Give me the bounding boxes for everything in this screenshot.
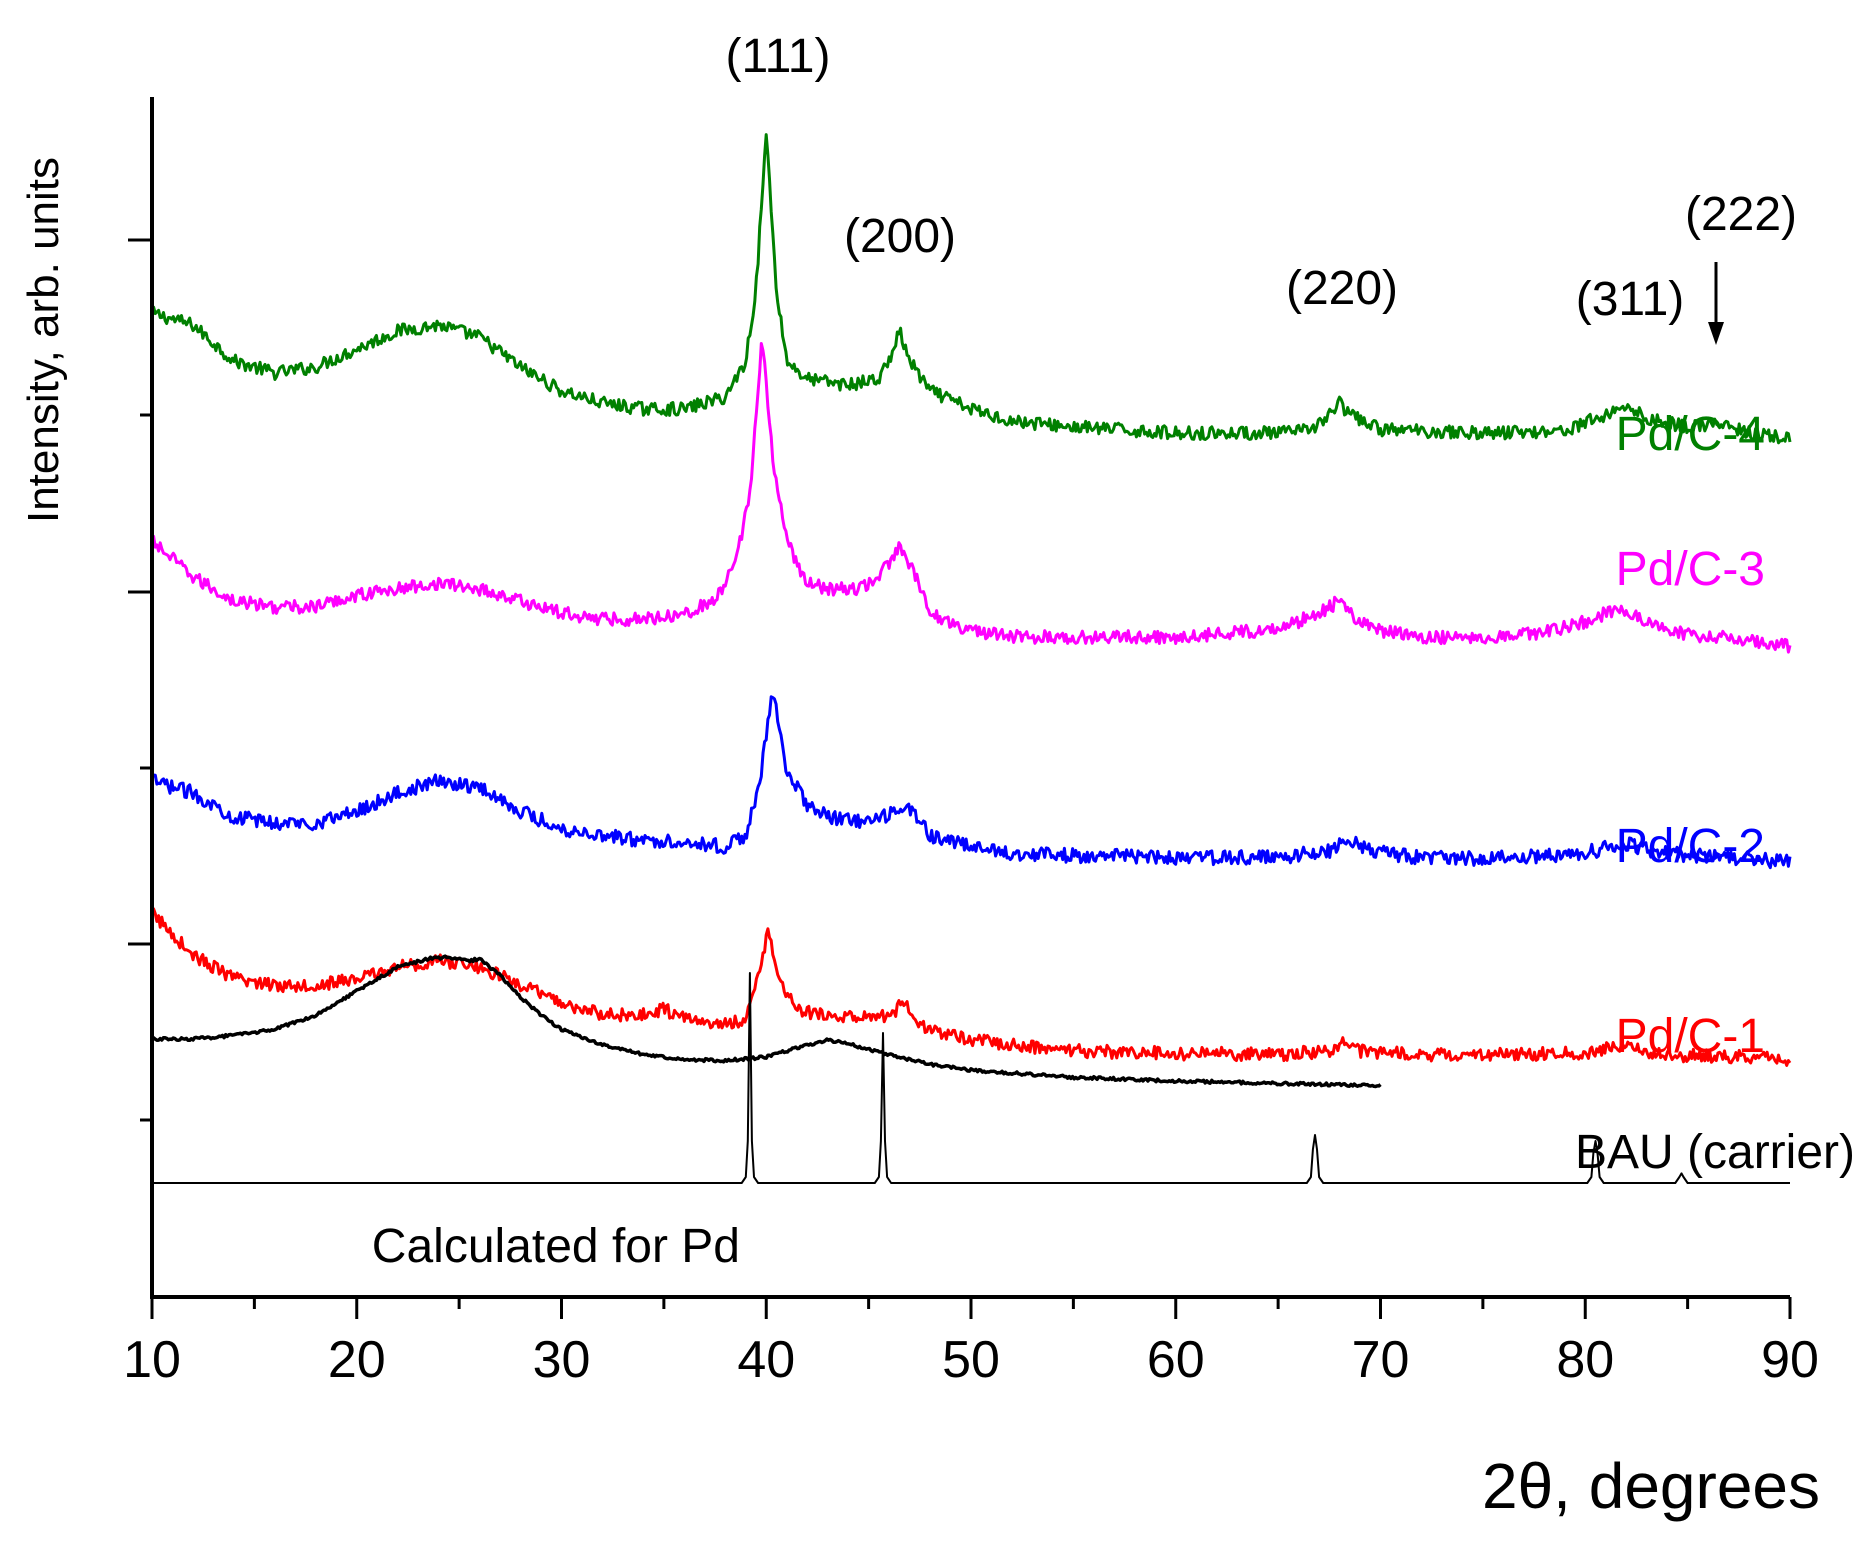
- peak-annotations: (111) (200) (220) (311) (222): [726, 30, 1797, 345]
- peak-222-arrow: [1708, 262, 1724, 345]
- x-ticks: 10 20 30 40 50 60 70 80 90: [123, 1297, 1819, 1389]
- series-label-pd-c-2: Pd/C-2: [1616, 820, 1765, 873]
- plot-lines: [150, 133, 1792, 1184]
- x-tick-label: 20: [328, 1331, 386, 1389]
- y-axis-title: Intensity, arb. units: [19, 157, 68, 523]
- series-line-pd-c-4: [150, 133, 1792, 445]
- x-tick-label: 70: [1352, 1331, 1410, 1389]
- series-line-pd-c-3: [150, 342, 1792, 654]
- x-axis-title: 2θ, degrees: [1482, 1450, 1820, 1522]
- peak-label-311: (311): [1576, 273, 1685, 326]
- x-tick-label: 50: [942, 1331, 1000, 1389]
- series-line-calculated-for-pd: [152, 972, 1790, 1184]
- series-label-pd-c-3: Pd/C-3: [1616, 543, 1765, 596]
- y-ticks: [128, 238, 152, 1122]
- x-tick-label: 30: [533, 1331, 591, 1389]
- axes: 10 20 30 40 50 60 70 80 90: [123, 97, 1819, 1389]
- series-label-pd-c-1: Pd/C-1: [1616, 1010, 1765, 1063]
- x-tick-label: 80: [1556, 1331, 1614, 1389]
- series-label-calculated-for-pd: Calculated for Pd: [372, 1220, 740, 1273]
- x-tick-label: 10: [123, 1331, 181, 1389]
- x-tick-label: 60: [1147, 1331, 1205, 1389]
- series-label-pd-c-4: Pd/C-4: [1616, 408, 1765, 461]
- peak-label-111: (111): [726, 30, 831, 83]
- x-tick-label: 40: [737, 1331, 795, 1389]
- series-line-bau-carrier: [151, 954, 1382, 1089]
- series-labels: Pd/C-4 Pd/C-3 Pd/C-2 Pd/C-1 BAU (carrier…: [372, 408, 1855, 1273]
- x-tick-label: 90: [1761, 1331, 1819, 1389]
- peak-label-200: (200): [844, 210, 956, 263]
- series-line-pd-c-2: [150, 695, 1792, 870]
- peak-label-220: (220): [1286, 262, 1398, 315]
- peak-label-222: (222): [1685, 188, 1797, 241]
- series-line-pd-c-1: [151, 907, 1792, 1067]
- series-label-bau-carrier: BAU (carrier): [1575, 1126, 1855, 1179]
